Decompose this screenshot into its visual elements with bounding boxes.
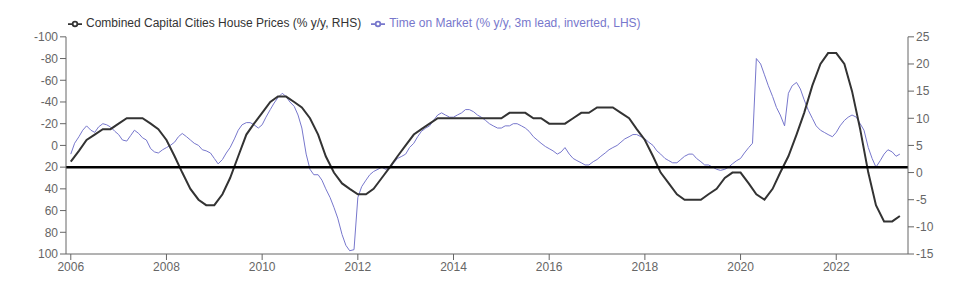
svg-text:5: 5 (916, 139, 923, 153)
svg-text:2008: 2008 (153, 260, 180, 274)
svg-text:20: 20 (45, 160, 59, 174)
svg-text:-20: -20 (41, 117, 59, 131)
svg-text:-80: -80 (41, 52, 59, 66)
svg-text:-100: -100 (34, 30, 58, 44)
svg-text:100: 100 (38, 247, 58, 261)
svg-text:15: 15 (916, 84, 930, 98)
svg-text:40: 40 (45, 182, 59, 196)
html-text:Time on Market (% y/y, 3m lead: Time on Market (% y/y, 3m lead, inverted… (389, 16, 641, 30)
svg-text:-60: -60 (41, 74, 59, 88)
svg-text:2006: 2006 (57, 260, 84, 274)
svg-text:2014: 2014 (440, 260, 467, 274)
svg-text:20: 20 (916, 57, 930, 71)
svg-text:2012: 2012 (344, 260, 371, 274)
svg-text:-40: -40 (41, 95, 59, 109)
svg-text:-15: -15 (916, 247, 934, 261)
svg-text:10: 10 (916, 112, 930, 126)
svg-text:-10: -10 (916, 220, 934, 234)
svg-text:2010: 2010 (249, 260, 276, 274)
svg-text:60: 60 (45, 204, 59, 218)
svg-text:2016: 2016 (536, 260, 563, 274)
svg-text:2018: 2018 (632, 260, 659, 274)
svg-text:2020: 2020 (727, 260, 754, 274)
html-text:Combined Capital Cities House: Combined Capital Cities House Prices (% … (86, 16, 362, 30)
svg-text:0: 0 (51, 139, 58, 153)
svg-text:25: 25 (916, 30, 930, 44)
svg-text:80: 80 (45, 226, 59, 240)
svg-text:-5: -5 (916, 193, 927, 207)
svg-text:2022: 2022 (823, 260, 850, 274)
svg-text:0: 0 (916, 166, 923, 180)
